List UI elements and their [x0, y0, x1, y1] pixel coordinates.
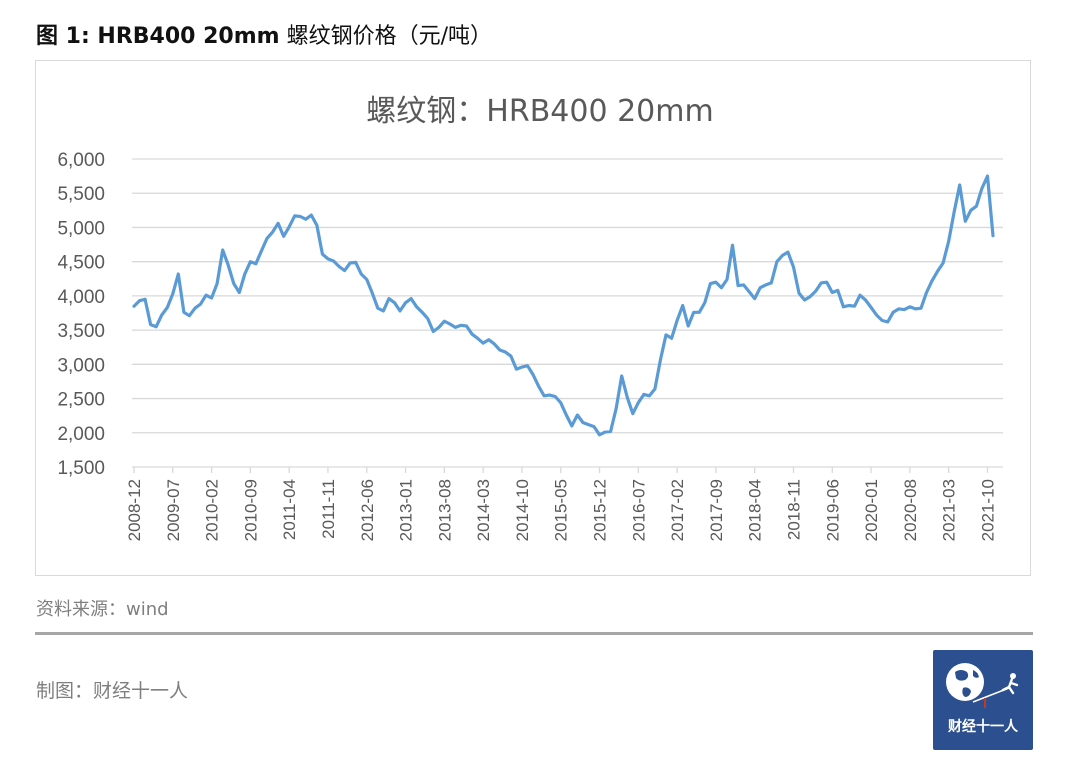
x-tick-label: 2017-02	[668, 479, 687, 541]
x-tick-label: 2019-06	[823, 479, 842, 541]
y-tick-label: 4,500	[57, 253, 105, 274]
x-tick-label: 2017-09	[707, 479, 726, 541]
x-tick-label: 2012-06	[358, 479, 377, 541]
y-tick-label: 4,000	[57, 287, 105, 308]
x-tick-label: 2016-07	[629, 479, 648, 541]
y-tick-label: 2,000	[57, 424, 105, 445]
globe-runner-logo-icon	[946, 663, 1019, 708]
y-tick-label: 1,500	[57, 458, 105, 479]
line-chart: 1,500 2,000 2,500 3,000 3,500 4,000 4,500 5,000…	[57, 150, 1003, 541]
x-tick-label: 2014-10	[513, 479, 532, 541]
x-tick-label: 2021-10	[978, 479, 997, 541]
x-tick-label: 2020-08	[901, 479, 920, 541]
x-tick-label: 2010-02	[203, 479, 222, 541]
x-tick-label: 2009-07	[164, 479, 183, 541]
y-axis-labels: 1,500 2,000 2,500 3,000 3,500 4,000 4,500 5,000…	[57, 150, 105, 479]
y-tick-label: 5,500	[57, 184, 105, 205]
y-tick-label: 5,000	[57, 218, 105, 239]
x-tick-label: 2010-09	[241, 479, 260, 541]
x-tick-label: 2011-04	[280, 479, 299, 540]
y-tick-label: 6,000	[57, 150, 105, 171]
x-tick-label: 2014-03	[474, 479, 493, 541]
source-note: 资料来源：wind	[36, 599, 169, 620]
brand-logo: 财经十一人	[933, 650, 1033, 750]
figure-title: 图 1: HRB400 20mm 螺纹钢价格（元/吨）	[36, 24, 492, 49]
y-tick-label: 2,500	[57, 390, 105, 411]
x-tick-label: 2018-11	[784, 479, 803, 540]
x-tick-label: 2008-12	[125, 479, 144, 541]
x-tick-label: 2018-04	[746, 479, 765, 541]
gridlines	[132, 158, 1003, 468]
y-tick-label: 3,000	[57, 355, 105, 376]
chart-maker-note: 制图：财经十一人	[36, 680, 189, 702]
x-tick-label: 2013-01	[397, 479, 416, 541]
chart-frame	[35, 60, 1031, 576]
logo-text: 财经十一人	[948, 719, 1018, 735]
x-tick-label: 2020-01	[862, 479, 881, 541]
x-tick-label: 2015-05	[552, 479, 571, 541]
divider	[35, 632, 1033, 635]
x-tick-label: 2011-11	[319, 479, 338, 539]
y-tick-label: 3,500	[57, 321, 105, 342]
x-tick-label: 2013-08	[435, 479, 454, 541]
x-axis: 2008-12 2009-07 2010-02 2010-09 2011-04 2011-…	[125, 467, 997, 541]
chart-title: 螺纹钢：HRB400 20mm	[366, 94, 714, 129]
price-line	[132, 174, 995, 437]
x-tick-label: 2015-12	[591, 479, 610, 541]
x-tick-label: 2021-03	[940, 479, 959, 541]
